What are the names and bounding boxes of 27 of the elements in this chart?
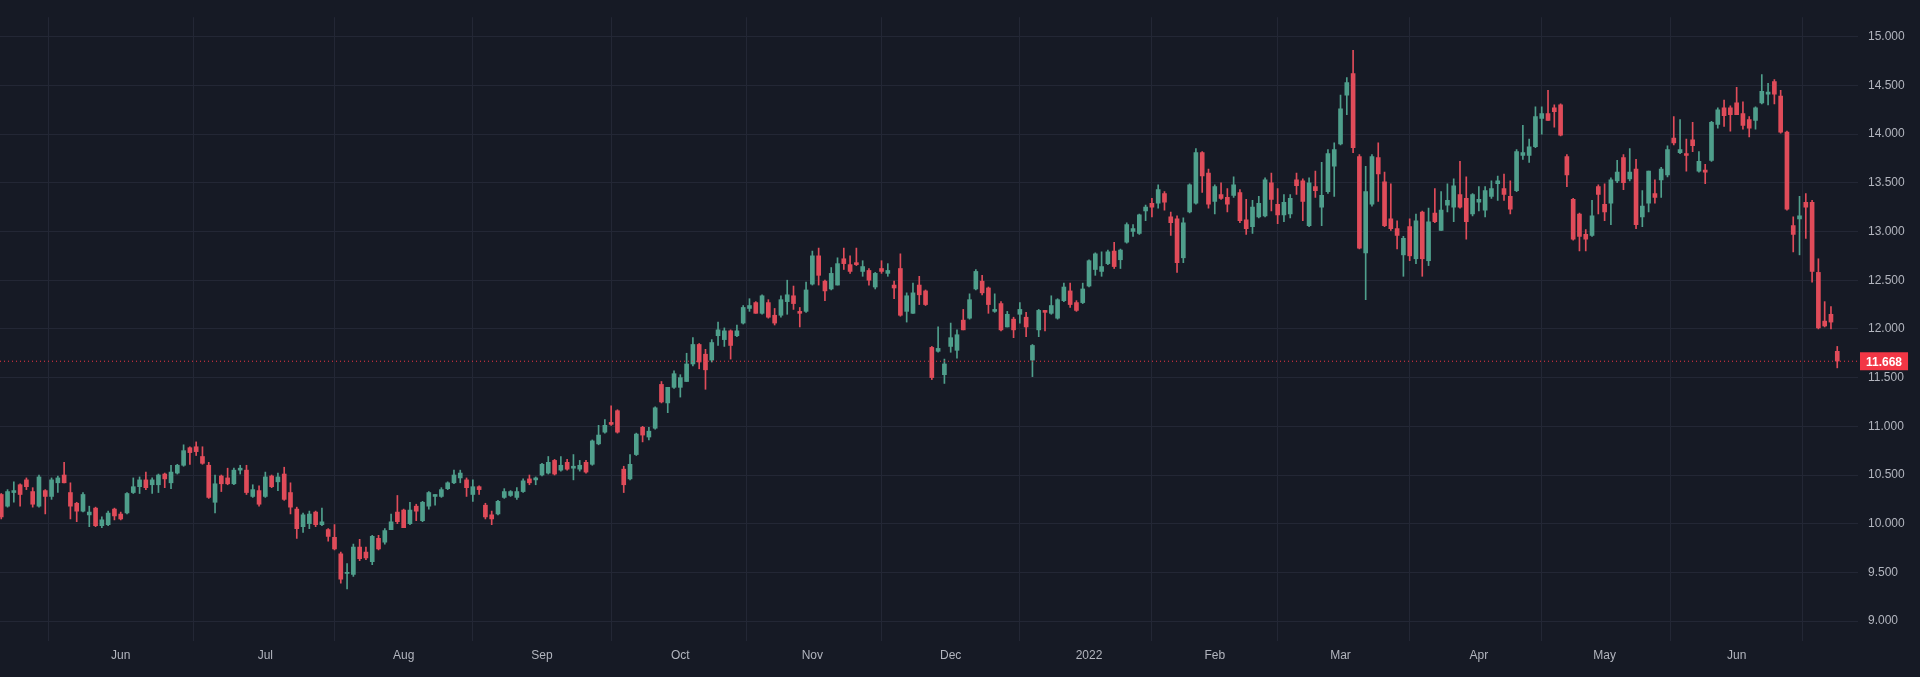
y-tick-label: 9.500: [1868, 564, 1899, 579]
y-tick-label: 11.000: [1868, 418, 1905, 433]
x-tick-label: Jul: [257, 648, 274, 663]
y-tick-label: 14.500: [1868, 77, 1906, 92]
x-tick-label: Oct: [670, 648, 691, 663]
y-tick-label: 10.000: [1868, 516, 1906, 531]
y-tick-label: 11.500: [1868, 369, 1905, 384]
x-tick-label: Sep: [531, 648, 553, 663]
y-tick-label: 9.000: [1868, 613, 1899, 628]
y-tick-label: 13.500: [1868, 175, 1906, 190]
y-tick-label: 12.500: [1868, 272, 1906, 287]
x-tick-label: May: [1593, 648, 1616, 663]
y-tick-label: 13.000: [1868, 223, 1906, 238]
x-tick-label: Apr: [1469, 648, 1489, 663]
y-tick-label: 15.000: [1868, 28, 1906, 43]
x-tick-label: Aug: [392, 648, 415, 663]
x-tick-label: Mar: [1330, 648, 1351, 663]
x-tick-label: Jun: [111, 648, 131, 663]
x-tick-label: Nov: [801, 648, 824, 663]
y-tick-label: 12.000: [1868, 321, 1906, 336]
x-tick-label: Dec: [940, 648, 962, 663]
y-tick-label: 10.500: [1868, 467, 1906, 482]
y-tick-label: 14.000: [1868, 126, 1906, 141]
x-tick-label: Feb: [1204, 648, 1226, 663]
x-tick-label: Jun: [1726, 648, 1747, 663]
x-tick-label: 2022: [1075, 648, 1103, 663]
ref-line-label: 11.668: [1866, 354, 1903, 369]
